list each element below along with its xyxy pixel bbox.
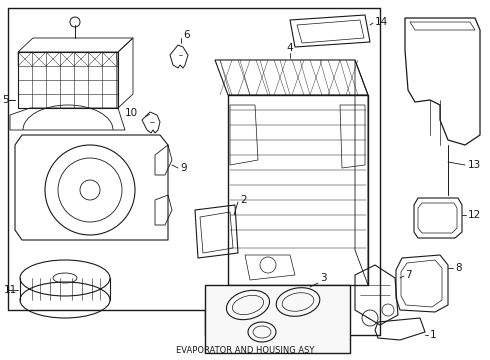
- Text: 9: 9: [180, 163, 187, 173]
- Text: 7: 7: [405, 270, 412, 280]
- Text: 8: 8: [455, 263, 462, 273]
- Text: 12: 12: [468, 210, 481, 220]
- Text: 11: 11: [4, 285, 17, 295]
- Text: EVAPORATOR AND HOUSING ASY: EVAPORATOR AND HOUSING ASY: [176, 346, 314, 355]
- Text: 10: 10: [125, 108, 138, 118]
- Text: 6: 6: [183, 30, 190, 40]
- Text: 5: 5: [2, 95, 9, 105]
- Text: 13: 13: [468, 160, 481, 170]
- Text: 1: 1: [430, 330, 437, 340]
- Text: 14: 14: [375, 17, 388, 27]
- Text: 3: 3: [320, 273, 327, 283]
- Text: 2: 2: [240, 195, 246, 205]
- Bar: [205, 285, 350, 353]
- Text: 4: 4: [287, 43, 294, 53]
